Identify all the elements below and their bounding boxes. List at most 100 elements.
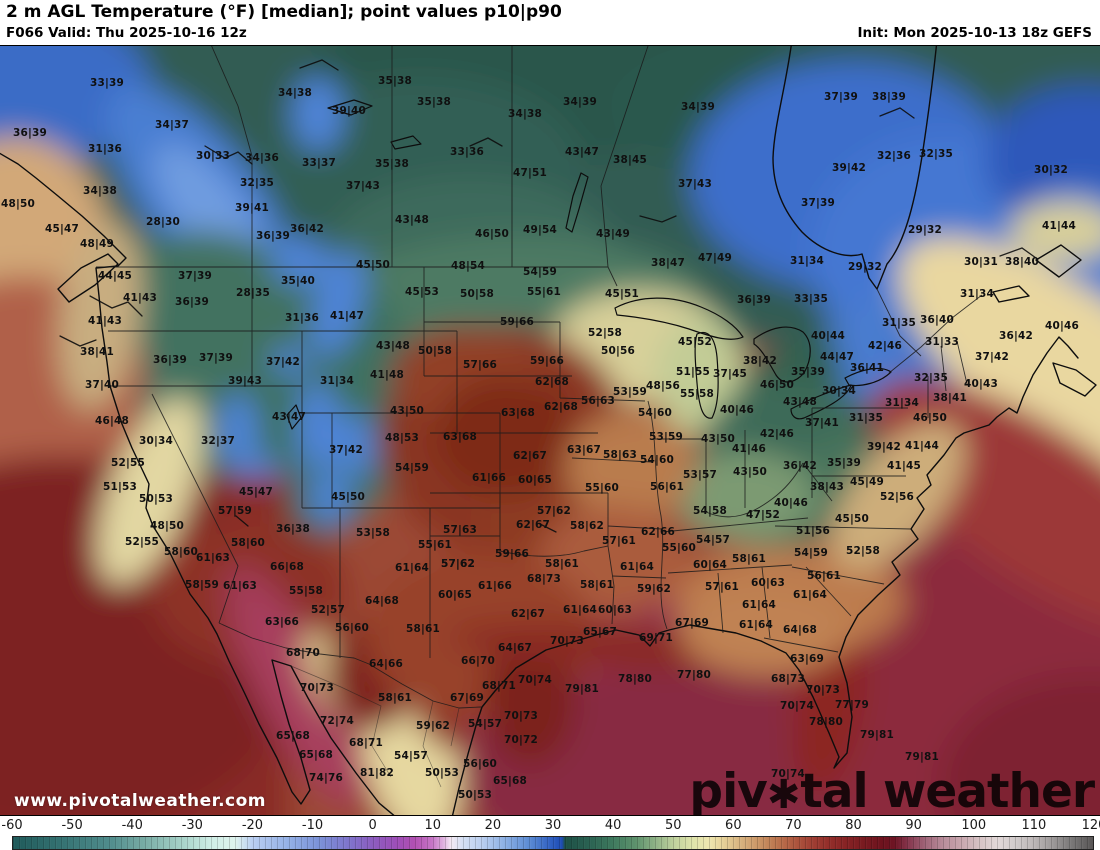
page-title: 2 m AGL Temperature (°F) [median]; point… — [6, 2, 562, 22]
point-value-label: 30|33 — [195, 150, 231, 162]
point-value-label: 54|59 — [394, 462, 430, 474]
point-value-label: 56|63 — [580, 395, 616, 407]
point-value-label: 50|53 — [457, 789, 493, 801]
point-value-label: 61|64 — [619, 561, 655, 573]
point-value-label: 61|63 — [195, 552, 231, 564]
point-value-label: 57|61 — [704, 581, 740, 593]
point-value-label: 53|58 — [355, 527, 391, 539]
point-value-label: 57|61 — [601, 535, 637, 547]
point-value-label: 50|53 — [138, 493, 174, 505]
point-value-label: 35|38 — [416, 96, 452, 108]
point-value-label: 58|61 — [377, 692, 413, 704]
point-value-label: 38|47 — [650, 257, 686, 269]
point-value-label: 43|48 — [782, 396, 818, 408]
temperature-map: 33|39 34|38 39|40 36|39 34|37 31|36 30|33 34|36… — [0, 45, 1100, 816]
point-value-label: 77|80 — [676, 669, 712, 681]
point-value-label: 64|68 — [782, 624, 818, 636]
point-value-label: 48|50 — [149, 520, 185, 532]
point-value-label: 68|73 — [770, 673, 806, 685]
point-value-label: 72|74 — [319, 715, 355, 727]
point-value-label: 36|41 — [849, 362, 885, 374]
point-value-label: 32|35 — [918, 148, 954, 160]
point-value-label: 29|32 — [907, 224, 943, 236]
point-value-label: 42|46 — [759, 428, 795, 440]
point-value-label: 47|49 — [697, 252, 733, 264]
point-value-label: 45|53 — [404, 286, 440, 298]
point-value-label: 61|63 — [222, 580, 258, 592]
point-value-label: 37|43 — [677, 178, 713, 190]
point-value-label: 34|37 — [154, 119, 190, 131]
point-value-label: 45|47 — [44, 223, 80, 235]
point-value-label: 57|62 — [440, 558, 476, 570]
point-value-label: 45|50 — [355, 259, 391, 271]
point-value-label: 52|58 — [845, 545, 881, 557]
point-value-label: 67|69 — [449, 692, 485, 704]
point-value-label: 50|56 — [600, 345, 636, 357]
point-value-label: 45|51 — [604, 288, 640, 300]
point-value-label: 58|61 — [405, 623, 441, 635]
point-value-label: 59|66 — [499, 316, 535, 328]
point-value-label: 52|55 — [124, 536, 160, 548]
point-value-label: 54|57 — [393, 750, 429, 762]
point-value-label: 41|44 — [904, 440, 940, 452]
point-value-label: 38|43 — [809, 481, 845, 493]
point-value-label: 45|52 — [677, 336, 713, 348]
point-value-label: 37|39 — [800, 197, 836, 209]
point-value-label: 43|50 — [732, 466, 768, 478]
point-value-label: 32|35 — [239, 177, 275, 189]
point-value-label: 57|59 — [217, 505, 253, 517]
point-value-label: 59|66 — [494, 548, 530, 560]
point-value-label: 56|61 — [806, 570, 842, 582]
point-value-label: 40|46 — [1044, 320, 1080, 332]
point-value-label: 70|73 — [503, 710, 539, 722]
point-value-label: 70|73 — [805, 684, 841, 696]
colorbar-tick: -10 — [301, 818, 324, 833]
point-value-label: 62|68 — [543, 401, 579, 413]
point-value-label: 31|35 — [881, 317, 917, 329]
colorbar-tick: 50 — [664, 818, 682, 833]
point-value-label: 30|34 — [138, 435, 174, 447]
point-value-label: 50|58 — [417, 345, 453, 357]
point-value-label: 43|50 — [700, 433, 736, 445]
point-value-label: 37|39 — [177, 270, 213, 282]
point-value-label: 60|65 — [437, 589, 473, 601]
point-value-label: 61|64 — [562, 604, 598, 616]
point-value-label: 54|60 — [639, 454, 675, 466]
point-value-label: 68|71 — [481, 680, 517, 692]
point-value-label: 37|42 — [328, 444, 364, 456]
point-value-label: 35|39 — [826, 457, 862, 469]
point-value-label: 41|48 — [369, 369, 405, 381]
point-value-label: 35|38 — [377, 75, 413, 87]
point-value-label: 31|35 — [848, 412, 884, 424]
point-value-label: 37|39 — [198, 352, 234, 364]
point-value-label: 70|73 — [299, 682, 335, 694]
point-value-label: 65|68 — [492, 775, 528, 787]
point-value-label: 32|37 — [200, 435, 236, 447]
point-value-label: 40|44 — [810, 330, 846, 342]
point-value-label: 55|60 — [584, 482, 620, 494]
point-value-label: 70|72 — [503, 734, 539, 746]
point-value-label: 58|61 — [544, 558, 580, 570]
point-value-label: 34|39 — [680, 101, 716, 113]
point-value-label: 65|67 — [582, 626, 618, 638]
point-value-label: 48|50 — [0, 198, 36, 210]
point-value-label: 33|35 — [793, 293, 829, 305]
point-value-label: 55|58 — [288, 585, 324, 597]
point-value-label: 36|38 — [275, 523, 311, 535]
point-value-label: 66|68 — [269, 561, 305, 573]
point-value-label: 31|34 — [789, 255, 825, 267]
point-value-label: 36|39 — [174, 296, 210, 308]
point-value-label: 57|63 — [442, 524, 478, 536]
point-value-label: 43|47 — [564, 146, 600, 158]
point-value-label: 51|55 — [675, 366, 711, 378]
point-value-label: 36|42 — [289, 223, 325, 235]
point-value-label: 36|42 — [782, 460, 818, 472]
header: 2 m AGL Temperature (°F) [median]; point… — [0, 0, 1100, 45]
point-value-label: 60|65 — [517, 474, 553, 486]
colorbar-tick: 60 — [725, 818, 742, 833]
point-value-label: 55|60 — [661, 542, 697, 554]
point-value-label: 37|41 — [804, 417, 840, 429]
point-value-label: 62|67 — [512, 450, 548, 462]
colorbar-tick: 80 — [845, 818, 862, 833]
colorbar-tick: 0 — [368, 818, 377, 833]
